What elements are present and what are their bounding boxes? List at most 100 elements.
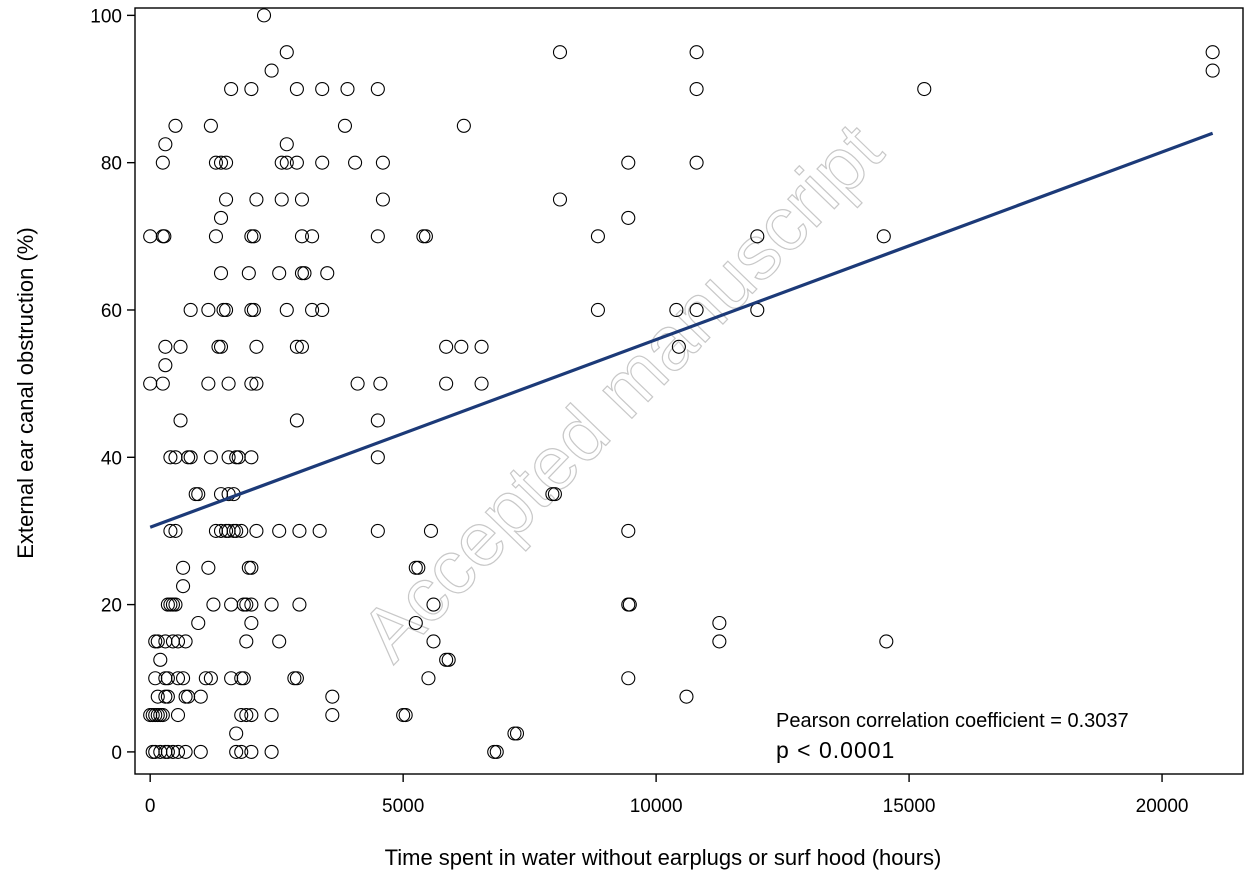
- data-point: [188, 487, 203, 502]
- data-point: [211, 339, 226, 354]
- data-point: [292, 597, 307, 612]
- data-point: [256, 8, 272, 23]
- data-point: [229, 450, 244, 465]
- data-point: [418, 229, 433, 244]
- data-point: [272, 523, 287, 538]
- data-point: [274, 155, 289, 170]
- data-point: [143, 229, 158, 244]
- data-point: [370, 450, 385, 465]
- data-point: [193, 689, 208, 704]
- data-point: [337, 118, 353, 133]
- data-point: [423, 523, 439, 538]
- data-point: [917, 81, 932, 97]
- data-point: [157, 229, 172, 244]
- watermark-text: Accepted manuscript: [345, 108, 899, 678]
- data-point: [622, 597, 637, 612]
- correlation-annotation: Pearson correlation coefficient = 0.3037: [776, 710, 1129, 732]
- data-point: [183, 450, 198, 465]
- data-point: [160, 689, 175, 704]
- data-point: [224, 597, 239, 612]
- data-point: [712, 615, 727, 631]
- data-point: [590, 229, 605, 244]
- data-point: [191, 615, 206, 631]
- data-point: [669, 302, 684, 318]
- data-point: [411, 560, 426, 575]
- data-point: [208, 155, 223, 170]
- data-point: [246, 302, 261, 318]
- data-point: [689, 302, 704, 318]
- data-point: [689, 81, 704, 97]
- data-point: [173, 413, 188, 428]
- data-point: [224, 671, 239, 686]
- data-point: [239, 708, 254, 723]
- y-tick-label: 100: [90, 6, 122, 27]
- data-point: [219, 192, 234, 207]
- data-point: [176, 560, 191, 575]
- data-point: [297, 266, 312, 281]
- data-point: [231, 450, 246, 465]
- data-point: [213, 210, 229, 225]
- data-point: [689, 45, 704, 60]
- data-point: [552, 192, 568, 207]
- y-tick-label: 60: [101, 301, 122, 322]
- y-axis-title: External ear canal obstruction (%): [13, 227, 38, 558]
- data-point: [305, 229, 320, 244]
- data-point: [456, 118, 471, 133]
- data-point: [244, 560, 259, 575]
- data-point: [181, 450, 196, 465]
- data-point: [507, 726, 522, 741]
- data-point: [208, 229, 223, 244]
- data-point: [294, 192, 310, 207]
- data-point: [279, 45, 294, 60]
- data-point: [150, 634, 165, 649]
- data-point: [213, 266, 229, 281]
- data-point: [244, 708, 259, 723]
- data-point: [178, 634, 193, 649]
- data-point: [229, 523, 244, 538]
- data-point: [396, 708, 411, 723]
- data-point: [160, 744, 175, 759]
- data-point: [348, 155, 363, 170]
- data-point: [289, 339, 304, 354]
- x-tick-label: 5000: [382, 796, 424, 817]
- data-point: [305, 302, 320, 318]
- data-point: [178, 689, 193, 704]
- data-point: [160, 671, 175, 686]
- y-axis: 0 20 40 60 80 100: [90, 6, 135, 764]
- data-point: [547, 487, 562, 502]
- data-point: [474, 376, 489, 391]
- data-point: [621, 155, 636, 170]
- data-point: [158, 339, 173, 354]
- data-point: [671, 339, 686, 354]
- data-point: [474, 339, 489, 354]
- data-point: [148, 671, 163, 686]
- data-point: [325, 689, 340, 704]
- data-point: [244, 744, 259, 759]
- data-point: [289, 671, 304, 686]
- data-point: [287, 671, 302, 686]
- data-point: [219, 302, 234, 318]
- data-point: [168, 523, 183, 538]
- data-point: [158, 137, 173, 152]
- data-point: [143, 376, 158, 391]
- data-point: [178, 744, 193, 759]
- x-axis-title: Time spent in water without earplugs or …: [385, 845, 942, 870]
- data-point: [244, 229, 259, 244]
- data-point: [203, 671, 218, 686]
- data-point: [234, 744, 249, 759]
- data-point: [879, 634, 894, 649]
- data-point: [294, 229, 310, 244]
- data-point: [408, 615, 423, 631]
- data-point: [325, 708, 340, 723]
- data-point: [370, 413, 385, 428]
- data-point: [712, 634, 727, 649]
- plot-frame: [134, 7, 1244, 775]
- regression-line: [149, 131, 1214, 529]
- data-point: [170, 634, 186, 649]
- data-point: [279, 155, 294, 170]
- data-point: [621, 671, 636, 686]
- data-point: [163, 523, 178, 538]
- data-point: [249, 523, 264, 538]
- data-point: [193, 744, 208, 759]
- data-point: [509, 726, 525, 741]
